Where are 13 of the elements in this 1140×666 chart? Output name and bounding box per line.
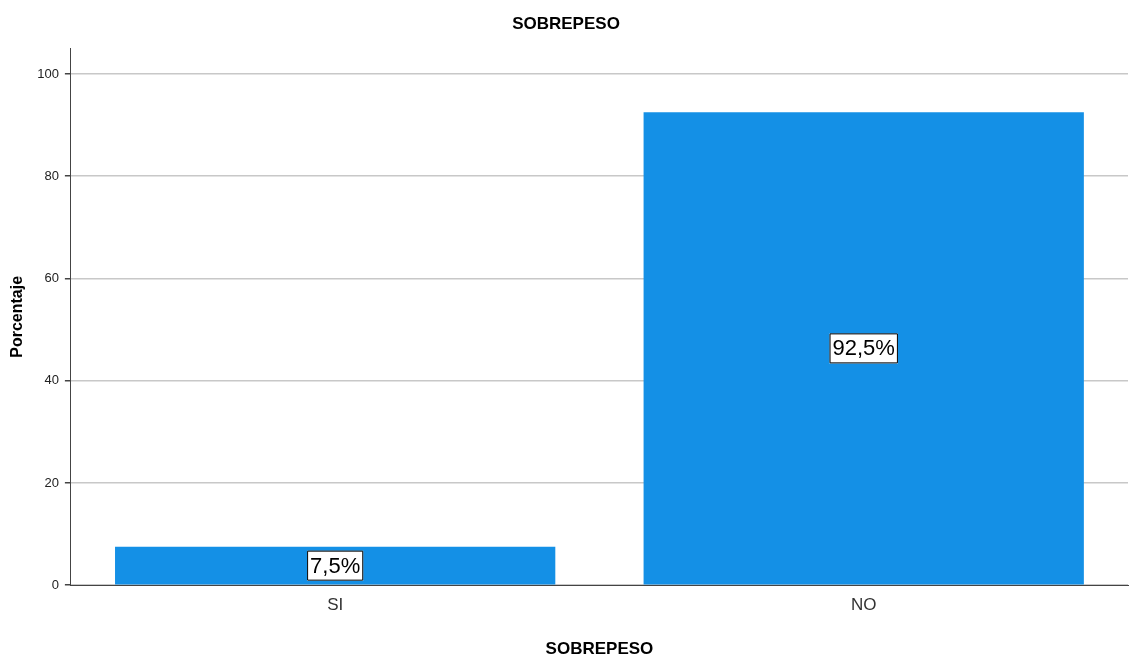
y-tick-label: 40 (44, 372, 59, 388)
y-tick-label: 100 (37, 65, 59, 81)
y-tick-label: 0 (51, 576, 59, 592)
data-label: 92,5% (832, 335, 895, 361)
x-tick-label: SI (327, 595, 344, 615)
y-tick-label: 20 (44, 474, 59, 490)
y-axis-title: Porcentaje (8, 275, 26, 358)
chart-title: SOBREPESO (512, 13, 620, 33)
x-axis-title: SOBREPESO (545, 639, 654, 659)
y-tick-label: 60 (44, 270, 59, 286)
x-tick-label: NO (850, 595, 877, 615)
y-tick-label: 80 (44, 167, 59, 183)
data-label: 7,5% (310, 552, 361, 578)
